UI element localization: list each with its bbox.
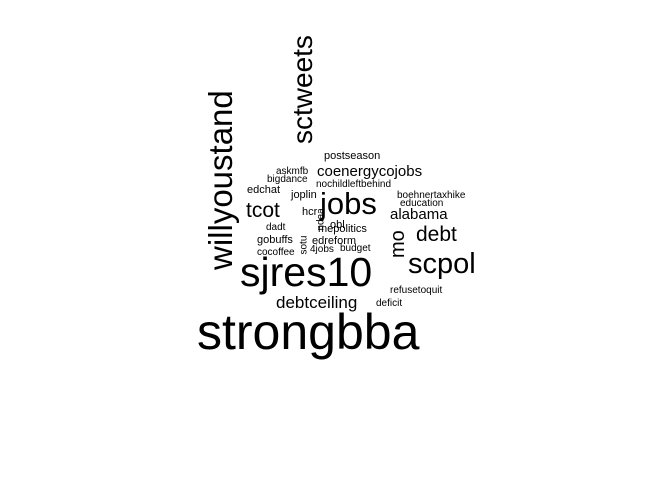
word-budget: budget: [340, 243, 371, 254]
word-tcot: tcot: [246, 199, 280, 222]
word-deficit: deficit: [376, 298, 403, 309]
word-strongbba: strongbba: [197, 304, 420, 360]
word-debt: debt: [416, 223, 457, 246]
word-edreform: edreform: [312, 235, 357, 247]
word-mo: mo: [387, 230, 409, 258]
word-refusetoquit: refusetoquit: [390, 285, 443, 296]
word-debtceiling: debtceiling: [276, 293, 358, 312]
word-sjres10: sjres10: [240, 249, 373, 295]
word-willyoustand: willyoustand: [202, 90, 239, 270]
word-alabama: alabama: [390, 206, 448, 223]
word-education: education: [400, 198, 444, 209]
word-mepolitics: mepolitics: [318, 223, 367, 235]
word-edchat: edchat: [247, 184, 281, 196]
word-gobuffs: gobuffs: [257, 234, 293, 246]
word-nochildleftbehind: nochildleftbehind: [316, 179, 392, 190]
word-boehnertaxhike: boehnertaxhike: [397, 190, 466, 201]
word-coenergycojobs: coenergycojobs: [317, 163, 423, 180]
word-obl: obl: [330, 219, 345, 231]
word-joplin: joplin: [291, 189, 317, 201]
word-sotu: sotu: [298, 235, 310, 255]
word-sctweets: sctweets: [287, 35, 318, 144]
word-jobs: jobs: [320, 186, 377, 221]
word-askmfb: askmfb: [276, 166, 309, 177]
word-hcr: hcr: [302, 206, 318, 218]
word-dadt: dadt: [266, 222, 286, 233]
word-scpol: scpol: [408, 248, 476, 280]
word-4jobs: 4jobs: [310, 244, 334, 255]
word-bigdance: bigdance: [267, 174, 308, 185]
word-postseason: postseason: [324, 150, 381, 162]
word-cocoffee: cocoffee: [257, 247, 295, 258]
